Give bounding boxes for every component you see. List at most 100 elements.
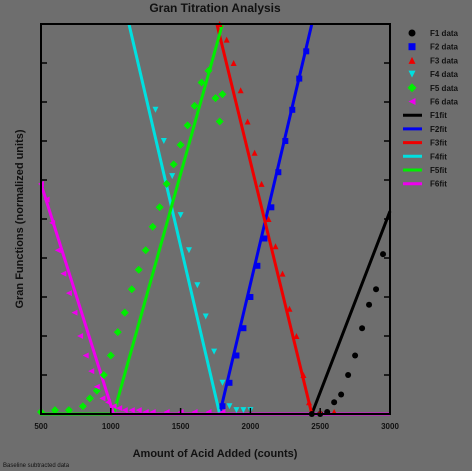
f5-data-point (218, 90, 227, 99)
f5-data-point (162, 179, 171, 188)
f1-data-point (338, 391, 345, 398)
f6-data-point (54, 247, 61, 254)
x-tick-label: 500 (34, 422, 48, 431)
x-tick-label: 1000 (102, 422, 120, 431)
f2-data-point (261, 235, 268, 242)
f2-data-point (254, 262, 261, 269)
f3-data-point (223, 36, 230, 43)
chart-title: Gran Titration Analysis (149, 1, 281, 15)
legend-label-f3-data: F3 data (430, 56, 459, 65)
legend-label-f2fit: F2fit (430, 125, 447, 134)
x-tick-label: 2000 (242, 422, 260, 431)
f1-data-point (366, 301, 373, 308)
f2-data-point (240, 325, 247, 332)
f4-data-point (152, 106, 159, 113)
x-tick-label: 3000 (381, 422, 399, 431)
f2-data-point (275, 169, 282, 176)
x-tick-label: 1500 (172, 422, 190, 431)
f2-data-point (303, 48, 310, 55)
f5-data-point (50, 406, 59, 415)
f3-data-point (306, 399, 313, 406)
legend-label-f1fit: F1fit (430, 111, 447, 120)
f5-data-point (204, 66, 213, 75)
f5-data-point (99, 371, 108, 379)
legend-label-f6fit: F6fit (430, 180, 447, 189)
f2-data-point (233, 352, 240, 359)
f5-data-point (155, 203, 164, 212)
legend-marker-f4-data (408, 70, 416, 78)
legend-label-f1-data: F1 data (430, 29, 459, 38)
f3-data-point (237, 87, 244, 94)
f3-data-point (286, 305, 293, 312)
f4-data-point (194, 282, 201, 289)
f3-data-point (265, 216, 272, 222)
legend-label-f5fit: F5fit (430, 166, 447, 175)
f4-data-point (211, 348, 218, 355)
plot-background (41, 24, 390, 414)
f4-data-point (160, 138, 167, 144)
f4-data-point (226, 403, 233, 410)
f5-data-point (148, 222, 157, 231)
legend-label-f4fit: F4fit (430, 152, 447, 161)
f5-data-point (169, 160, 178, 169)
f3-data-point (244, 118, 251, 125)
f6-data-point (116, 405, 123, 412)
f3-data-point (230, 60, 237, 66)
f4-data-point (185, 247, 192, 254)
f6-data-point (135, 407, 142, 414)
legend-label-f6-data: F6 data (430, 98, 459, 107)
f6-data-point (110, 403, 117, 410)
f6-data-point (93, 383, 100, 390)
legend-marker-f5-data (407, 83, 417, 93)
legend-label-f2-data: F2 data (430, 43, 459, 52)
f5-data-point (197, 78, 206, 87)
footer-note: Baseline subtracted data (3, 463, 70, 469)
f5-data-point (120, 308, 129, 317)
f4-data-point (219, 379, 226, 386)
legend-label-f3fit: F3fit (430, 139, 447, 148)
f6-data-point (82, 352, 89, 359)
f4-data-point (177, 212, 184, 219)
f5-data-point (106, 351, 115, 360)
f6-data-point (99, 395, 106, 402)
f2-data-point (219, 403, 226, 410)
legend: F1 data F2 data F3 data F4 data F5 data F6 da… (403, 29, 459, 189)
f1-data-point (345, 372, 352, 378)
f5-data-point (127, 285, 136, 294)
f3-data-point (293, 333, 300, 339)
f6-data-point (71, 309, 78, 316)
x-tick-label: 2500 (311, 422, 329, 431)
f6-data-point (88, 368, 95, 375)
f3-data-point (258, 180, 265, 187)
legend-marker-f6-data (408, 98, 416, 105)
y-axis-label: Gran Functions (normalized units) (14, 129, 26, 308)
f5-data-point (64, 406, 73, 415)
f2-data-point (289, 106, 296, 113)
f5-data-point (176, 140, 185, 149)
f5-data-point (134, 265, 143, 274)
f6-data-point (105, 399, 112, 406)
f5-data-point (183, 121, 192, 130)
f5-data-point (215, 117, 224, 126)
f2-data-point (268, 204, 275, 211)
f3-data-point (272, 243, 279, 250)
f6-data-point (65, 290, 72, 297)
f4-data-point (233, 407, 240, 414)
f2-data-point (247, 294, 254, 300)
x-axis-label: Amount of Acid Added (counts) (133, 448, 298, 460)
f5-data-point (190, 101, 199, 110)
f6-data-point (121, 407, 128, 414)
plot-frame (40, 23, 391, 415)
legend-marker-f2-data (408, 43, 416, 51)
f5-data-point (141, 246, 150, 255)
f5-data-point (85, 394, 94, 403)
f1-data-point (352, 352, 359, 359)
legend-label-f4-data: F4 data (430, 70, 459, 79)
legend-marker-f3-data (408, 56, 416, 64)
f3-data-point (279, 270, 286, 277)
f4-data-point (202, 313, 209, 320)
f2-data-point (282, 138, 289, 144)
f6-data-point (43, 196, 50, 203)
f6-data-point (128, 407, 135, 414)
